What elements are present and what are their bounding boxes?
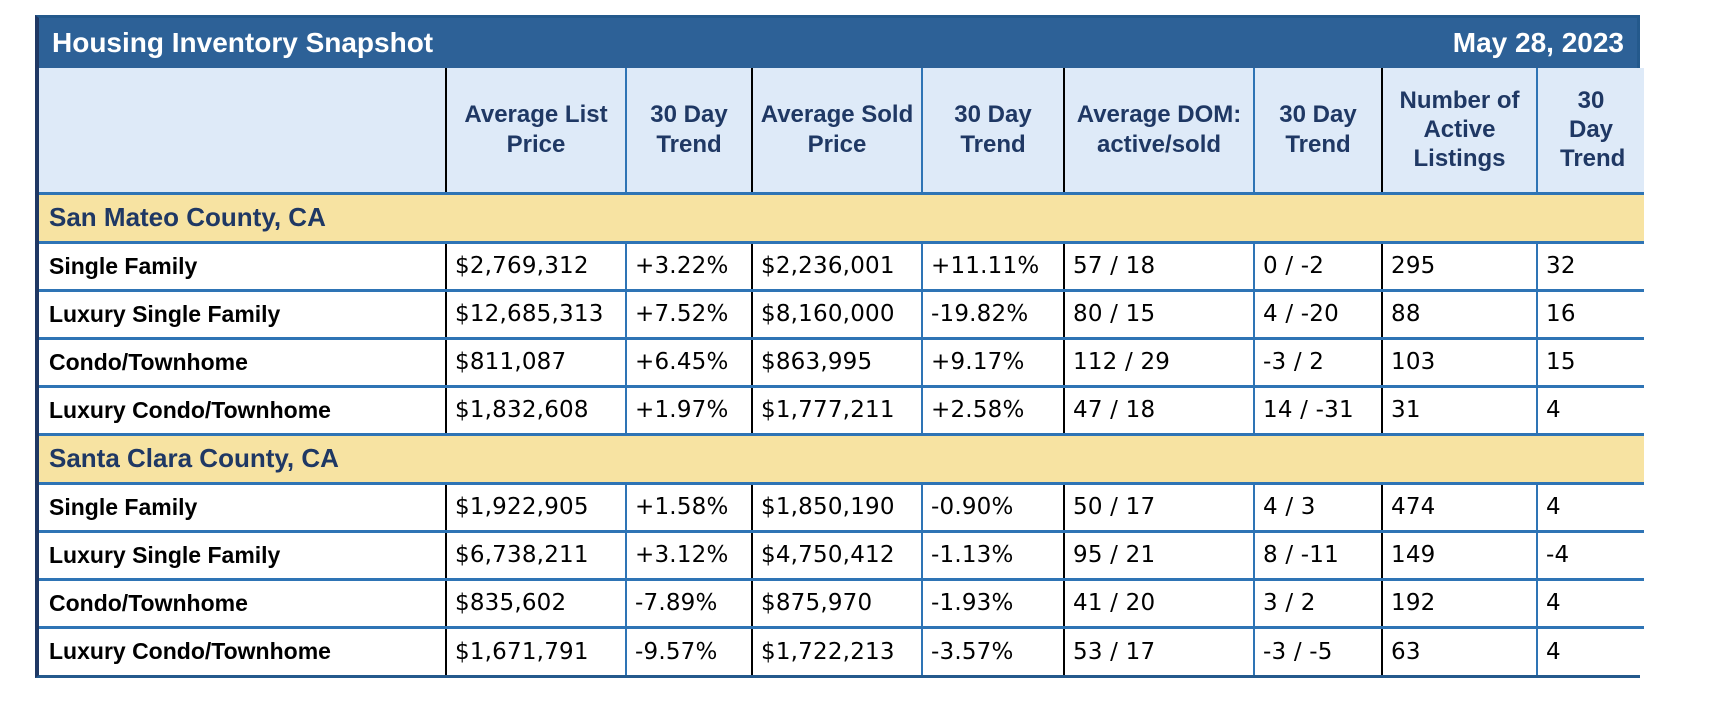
table-row: Luxury Single Family $12,685,313 +7.52% … xyxy=(39,288,1644,338)
avg-sold-price-cell: $863,995 xyxy=(751,336,922,386)
report-date: May 28, 2023 xyxy=(1452,27,1624,58)
listings-trend-cell: -4 xyxy=(1536,529,1644,579)
sold-trend-cell: -3.57% xyxy=(921,625,1064,675)
col-header-avg-list-price: Average List Price xyxy=(445,68,626,193)
list-trend-cell: -7.89% xyxy=(625,577,752,627)
list-trend-cell: +1.58% xyxy=(625,481,752,531)
avg-dom-cell: 95 / 21 xyxy=(1063,529,1254,579)
sold-trend-cell: -19.82% xyxy=(921,288,1064,338)
column-header-row: Average List Price 30 Day Trend Average … xyxy=(39,68,1644,193)
col-header-list-trend: 30 Day Trend xyxy=(625,68,752,193)
col-header-sold-trend: 30 Day Trend xyxy=(921,68,1064,193)
avg-dom-cell: 80 / 15 xyxy=(1063,288,1254,338)
listings-trend-cell: 4 xyxy=(1536,577,1644,627)
avg-sold-price-cell: $1,722,213 xyxy=(751,625,922,675)
avg-sold-price-cell: $1,777,211 xyxy=(751,384,922,434)
list-trend-cell: +1.97% xyxy=(625,384,752,434)
listings-trend-cell: 16 xyxy=(1536,288,1644,338)
report-title: Housing Inventory Snapshot xyxy=(52,27,434,58)
avg-list-price-cell: $6,738,211 xyxy=(445,529,626,579)
section-header-row: San Mateo County, CA xyxy=(39,191,1644,242)
col-header-active-listings: Number of Active Listings xyxy=(1381,68,1537,193)
active-listings-cell: 295 xyxy=(1381,240,1537,290)
listings-trend-cell: 15 xyxy=(1536,336,1644,386)
list-trend-cell: -9.57% xyxy=(625,625,752,675)
sold-trend-cell: -1.93% xyxy=(921,577,1064,627)
dom-trend-cell: 14 / -31 xyxy=(1253,384,1382,434)
housing-inventory-report: Housing Inventory Snapshot May 28, 2023 … xyxy=(35,15,1644,678)
avg-dom-cell: 41 / 20 xyxy=(1063,577,1254,627)
active-listings-cell: 63 xyxy=(1381,625,1537,675)
col-header-listings-trend: 30 Day Trend xyxy=(1536,68,1644,193)
listings-trend-cell: 4 xyxy=(1536,384,1644,434)
sold-trend-cell: -1.13% xyxy=(921,529,1064,579)
table-row: Luxury Condo/Townhome $1,832,608 +1.97% … xyxy=(39,384,1644,434)
avg-sold-price-cell: $2,236,001 xyxy=(751,240,922,290)
avg-list-price-cell: $2,769,312 xyxy=(445,240,626,290)
row-label: Luxury Condo/Townhome xyxy=(39,625,446,675)
avg-dom-cell: 50 / 17 xyxy=(1063,481,1254,531)
avg-list-price-cell: $12,685,313 xyxy=(445,288,626,338)
avg-list-price-cell: $1,922,905 xyxy=(445,481,626,531)
active-listings-cell: 103 xyxy=(1381,336,1537,386)
row-label: Condo/Townhome xyxy=(39,336,446,386)
housing-table: Average List Price 30 Day Trend Average … xyxy=(39,68,1644,675)
dom-trend-cell: 8 / -11 xyxy=(1253,529,1382,579)
title-bar: Housing Inventory Snapshot May 28, 2023 xyxy=(39,18,1637,68)
col-header-avg-dom: Average DOM: active/sold xyxy=(1063,68,1254,193)
list-trend-cell: +6.45% xyxy=(625,336,752,386)
avg-list-price-cell: $1,671,791 xyxy=(445,625,626,675)
listings-trend-cell: 4 xyxy=(1536,481,1644,531)
row-label: Condo/Townhome xyxy=(39,577,446,627)
col-header-avg-sold-price: Average Sold Price xyxy=(751,68,922,193)
section-title: Santa Clara County, CA xyxy=(39,432,1644,483)
table-row: Luxury Condo/Townhome $1,671,791 -9.57% … xyxy=(39,625,1644,675)
avg-dom-cell: 112 / 29 xyxy=(1063,336,1254,386)
table-row: Condo/Townhome $835,602 -7.89% $875,970 … xyxy=(39,577,1644,627)
listings-trend-cell: 4 xyxy=(1536,625,1644,675)
table-row: Single Family $1,922,905 +1.58% $1,850,1… xyxy=(39,481,1644,531)
corner-cell xyxy=(39,68,446,193)
row-label: Single Family xyxy=(39,481,446,531)
active-listings-cell: 192 xyxy=(1381,577,1537,627)
row-label: Single Family xyxy=(39,240,446,290)
avg-sold-price-cell: $8,160,000 xyxy=(751,288,922,338)
avg-list-price-cell: $1,832,608 xyxy=(445,384,626,434)
sold-trend-cell: -0.90% xyxy=(921,481,1064,531)
avg-dom-cell: 57 / 18 xyxy=(1063,240,1254,290)
active-listings-cell: 31 xyxy=(1381,384,1537,434)
dom-trend-cell: -3 / 2 xyxy=(1253,336,1382,386)
avg-dom-cell: 53 / 17 xyxy=(1063,625,1254,675)
row-label: Luxury Condo/Townhome xyxy=(39,384,446,434)
listings-trend-cell: 32 xyxy=(1536,240,1644,290)
sold-trend-cell: +2.58% xyxy=(921,384,1064,434)
avg-sold-price-cell: $4,750,412 xyxy=(751,529,922,579)
table-row: Luxury Single Family $6,738,211 +3.12% $… xyxy=(39,529,1644,579)
avg-list-price-cell: $835,602 xyxy=(445,577,626,627)
row-label: Luxury Single Family xyxy=(39,288,446,338)
list-trend-cell: +7.52% xyxy=(625,288,752,338)
list-trend-cell: +3.12% xyxy=(625,529,752,579)
avg-sold-price-cell: $1,850,190 xyxy=(751,481,922,531)
dom-trend-cell: 4 / 3 xyxy=(1253,481,1382,531)
dom-trend-cell: 0 / -2 xyxy=(1253,240,1382,290)
active-listings-cell: 88 xyxy=(1381,288,1537,338)
dom-trend-cell: -3 / -5 xyxy=(1253,625,1382,675)
avg-sold-price-cell: $875,970 xyxy=(751,577,922,627)
dom-trend-cell: 4 / -20 xyxy=(1253,288,1382,338)
active-listings-cell: 474 xyxy=(1381,481,1537,531)
table-row: Single Family $2,769,312 +3.22% $2,236,0… xyxy=(39,240,1644,290)
section-header-row: Santa Clara County, CA xyxy=(39,432,1644,483)
list-trend-cell: +3.22% xyxy=(625,240,752,290)
avg-list-price-cell: $811,087 xyxy=(445,336,626,386)
sold-trend-cell: +9.17% xyxy=(921,336,1064,386)
avg-dom-cell: 47 / 18 xyxy=(1063,384,1254,434)
active-listings-cell: 149 xyxy=(1381,529,1537,579)
dom-trend-cell: 3 / 2 xyxy=(1253,577,1382,627)
col-header-dom-trend: 30 Day Trend xyxy=(1253,68,1382,193)
row-label: Luxury Single Family xyxy=(39,529,446,579)
sold-trend-cell: +11.11% xyxy=(921,240,1064,290)
section-title: San Mateo County, CA xyxy=(39,191,1644,242)
table-row: Condo/Townhome $811,087 +6.45% $863,995 … xyxy=(39,336,1644,386)
